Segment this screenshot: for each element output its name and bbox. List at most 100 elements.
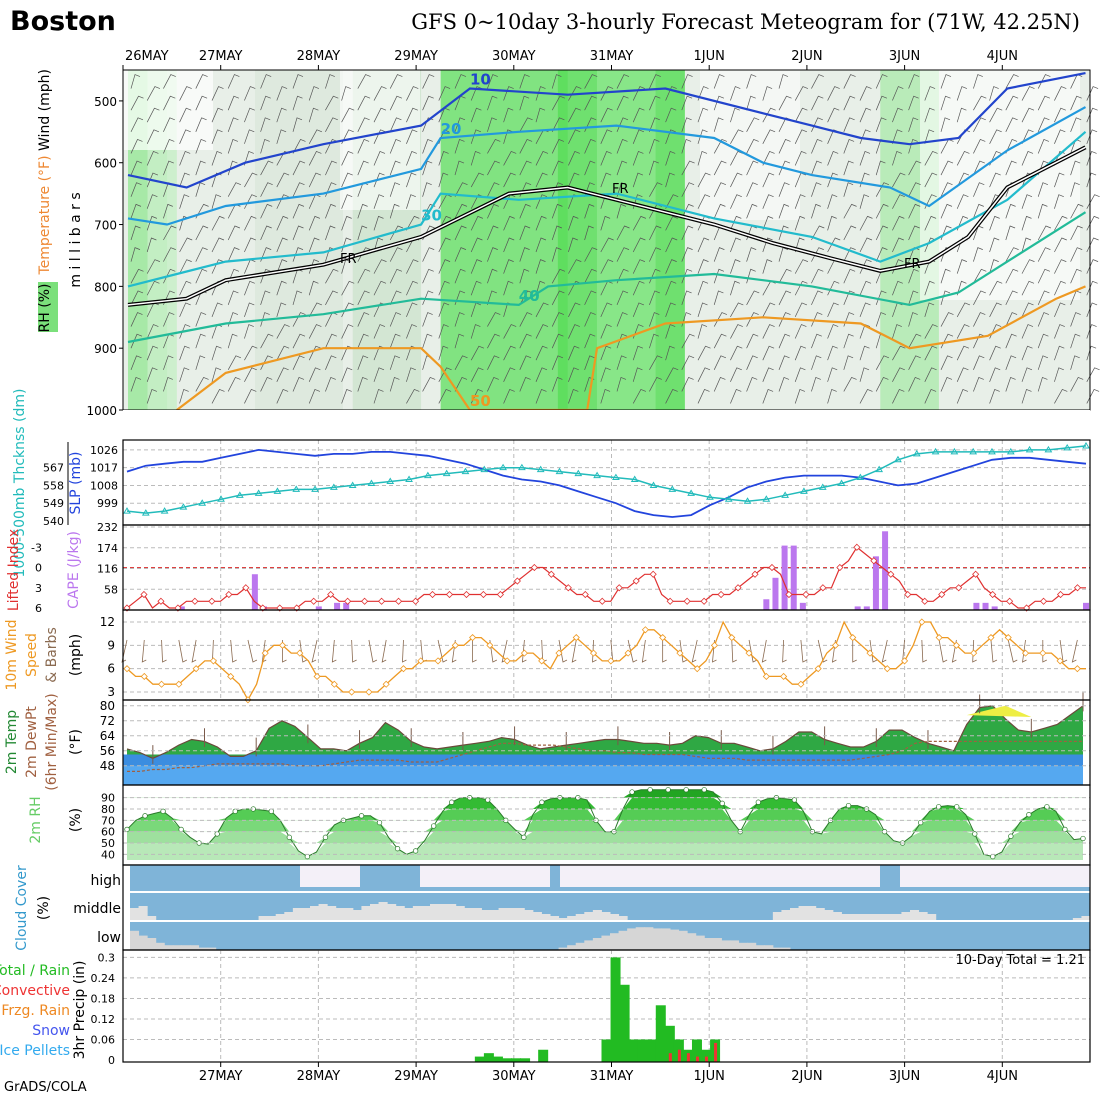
cloud-middle-block bbox=[901, 912, 911, 920]
wind-barb bbox=[956, 107, 967, 123]
cloud-low-block bbox=[644, 927, 654, 950]
wind-barb bbox=[924, 302, 935, 318]
wind-barb bbox=[454, 355, 468, 370]
wind-barb bbox=[632, 86, 646, 101]
thickness-marker bbox=[555, 467, 564, 475]
wind-barb bbox=[956, 367, 969, 382]
wind-barb bbox=[973, 182, 985, 197]
cloud-middle-block bbox=[284, 912, 294, 920]
cloud-low-block bbox=[772, 947, 782, 950]
wind-speed-marker bbox=[883, 665, 891, 673]
wind-barb bbox=[568, 259, 582, 274]
cloud-low-block bbox=[687, 933, 697, 950]
lifted-index-marker bbox=[666, 597, 674, 605]
slp-axis-label: SLP (mb) bbox=[68, 451, 84, 514]
wind-barb bbox=[227, 182, 242, 197]
wind-barb bbox=[454, 312, 465, 327]
precip-total-label: 10-Day Total = 1.21 bbox=[956, 953, 1086, 968]
wind-barb bbox=[406, 367, 416, 382]
wind-barb bbox=[924, 389, 937, 404]
cloud-low-block bbox=[704, 938, 714, 950]
freezing-line bbox=[127, 146, 1086, 306]
wind-barb bbox=[616, 74, 630, 89]
wind-barb bbox=[616, 117, 629, 132]
cloud-high-block bbox=[480, 865, 550, 887]
cloud-middle-block bbox=[584, 912, 594, 920]
wind-barb bbox=[519, 139, 533, 154]
rh-marker bbox=[286, 834, 292, 840]
wind-barb bbox=[454, 182, 468, 197]
rh-marker bbox=[755, 799, 761, 805]
date-tick-label: 28MAY bbox=[297, 49, 341, 64]
wind-barb bbox=[681, 333, 695, 349]
wind-barb bbox=[454, 333, 465, 349]
wind-barb bbox=[487, 312, 501, 327]
wind-barb bbox=[1054, 302, 1066, 318]
wind-barb bbox=[260, 268, 271, 284]
wind-barb bbox=[244, 129, 255, 144]
wind-barb bbox=[422, 117, 434, 132]
wind-barb bbox=[227, 117, 239, 132]
cloud-low-block bbox=[584, 940, 594, 950]
wind-barb bbox=[260, 203, 273, 219]
wind-barb bbox=[535, 215, 547, 231]
cloud-middle-block bbox=[438, 904, 448, 920]
wind-barb bbox=[746, 377, 758, 392]
precip-legend-item: Total / Rain bbox=[0, 963, 70, 979]
wind-barb bbox=[1070, 95, 1082, 111]
wind-barb bbox=[357, 355, 369, 370]
wind-barb-10m bbox=[852, 640, 857, 663]
cape-bar bbox=[854, 606, 861, 610]
wind-barb bbox=[924, 280, 935, 296]
wind-barb bbox=[697, 345, 711, 361]
wind-barb bbox=[389, 290, 402, 306]
wind-barb bbox=[746, 95, 756, 111]
wind-barb bbox=[859, 280, 872, 296]
wind-barb bbox=[357, 139, 370, 154]
wind-barb bbox=[1005, 247, 1019, 262]
wind-barb bbox=[260, 225, 272, 241]
wind-barb bbox=[746, 139, 759, 154]
wind-barb bbox=[713, 333, 727, 349]
wind-barb bbox=[179, 151, 191, 166]
wind-barb bbox=[697, 237, 710, 253]
wind-barb bbox=[762, 302, 776, 318]
wind-speed-marker bbox=[261, 649, 269, 657]
wind-barb bbox=[1070, 355, 1080, 370]
wind-speed-marker bbox=[330, 680, 338, 688]
wind-barb bbox=[227, 377, 241, 392]
wind-barb bbox=[827, 324, 839, 339]
wind-barb bbox=[325, 376, 336, 392]
wind-barb bbox=[211, 150, 223, 166]
wind-barb bbox=[681, 203, 694, 219]
wind-barb bbox=[1021, 194, 1033, 209]
wind-barb bbox=[859, 259, 872, 274]
cape-tick-label: 58 bbox=[104, 583, 118, 596]
precip-bar bbox=[492, 1056, 503, 1062]
rh-marker bbox=[1062, 826, 1068, 833]
wind-barb bbox=[730, 259, 741, 274]
wind-barb bbox=[859, 150, 871, 166]
wind-speed-marker bbox=[175, 680, 183, 688]
wind-barb bbox=[584, 268, 597, 284]
wind-barb bbox=[713, 312, 728, 327]
wind-barb bbox=[146, 237, 157, 253]
wind-barb bbox=[341, 215, 352, 231]
wind-speed-marker bbox=[797, 680, 805, 688]
wind-barb bbox=[730, 280, 740, 296]
wind-barb bbox=[454, 138, 465, 154]
wind-barb bbox=[616, 95, 629, 111]
wind-barb bbox=[1070, 160, 1081, 176]
wind-barb bbox=[713, 95, 725, 111]
lifted-index-marker bbox=[395, 597, 403, 605]
wind-speed-marker bbox=[866, 649, 874, 657]
wind-barb bbox=[357, 160, 369, 176]
wind-barb bbox=[956, 389, 969, 404]
wind-barb bbox=[811, 139, 823, 154]
wind-barb bbox=[373, 129, 386, 144]
wind-barb bbox=[519, 203, 531, 219]
thickness-marker bbox=[856, 473, 865, 481]
wind-barb bbox=[973, 139, 986, 154]
date-tick-label: 3JUN bbox=[889, 49, 920, 64]
cloud-middle-block bbox=[352, 910, 362, 920]
